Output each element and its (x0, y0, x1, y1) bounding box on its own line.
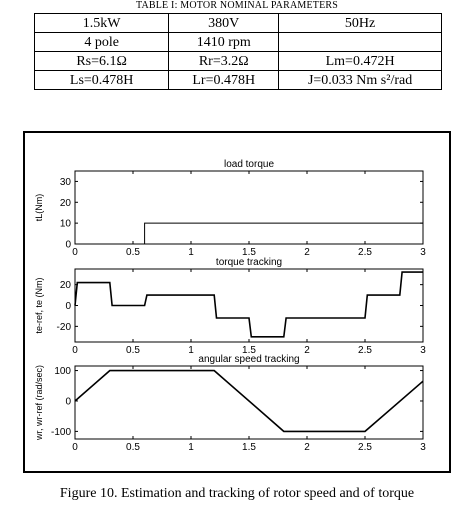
table-cell: Rr=3.2Ω (168, 51, 280, 71)
series-line (75, 222, 423, 245)
y-tick-label: 100 (54, 366, 71, 377)
series-line (74, 271, 423, 338)
plot-title: angular speed tracking (198, 354, 299, 365)
x-tick-label: 0.5 (126, 442, 140, 453)
x-tick-label: 2 (304, 247, 310, 258)
x-tick-label: 2 (304, 345, 310, 356)
y-axis-label: wr, wr-ref (rad/sec) (34, 365, 44, 441)
table-cell: Lr=0.478H (168, 70, 280, 90)
x-tick-label: 3 (420, 345, 426, 356)
table-row: Rs=6.1Ω Rr=3.2Ω Lm=0.472H (33, 51, 442, 71)
table-cell: 380V (168, 13, 280, 33)
y-tick-label: 20 (60, 280, 72, 291)
table-cell: Lm=0.472H (278, 51, 442, 71)
series-line (74, 369, 424, 433)
y-tick-label: -100 (51, 427, 71, 438)
x-tick-label: 2 (304, 442, 310, 453)
motor-parameters-table: 1.5kW 380V 50Hz 4 pole 1410 rpm Rs=6.1Ω … (33, 13, 442, 90)
plot-axes-box (74, 170, 424, 245)
y-tick-label: 0 (65, 396, 71, 407)
table-row: 1.5kW 380V 50Hz (33, 13, 442, 33)
table-row: Ls=0.478H Lr=0.478H J=0.033 Nm s²/rad (33, 70, 442, 90)
x-tick-label: 2.5 (358, 247, 372, 258)
y-axis-label: te-ref, te (Nm) (34, 277, 44, 333)
table-cell: Ls=0.478H (33, 70, 170, 90)
x-tick-label: 0 (72, 345, 78, 356)
x-tick-label: 1 (188, 345, 194, 356)
table-cell: J=0.033 Nm s²/rad (278, 70, 442, 90)
y-tick-label: -20 (57, 322, 72, 333)
y-tick-label: 10 (60, 219, 72, 230)
table-cell: 1.5kW (33, 13, 170, 33)
table-cell: 1410 rpm (168, 32, 280, 52)
x-tick-label: 0.5 (126, 247, 140, 258)
table-cell (278, 32, 442, 52)
x-tick-label: 0 (72, 247, 78, 258)
x-tick-label: 3 (420, 442, 426, 453)
y-axis-label: tL(Nm) (34, 194, 44, 222)
y-tick-label: 0 (65, 240, 71, 251)
x-tick-label: 2.5 (358, 442, 372, 453)
x-tick-label: 1 (188, 247, 194, 258)
table-caption: TABLE I: MOTOR NOMINAL PARAMETERS (135, 0, 339, 11)
x-tick-label: 0 (72, 442, 78, 453)
table-cell: 4 pole (33, 32, 170, 52)
y-tick-label: 30 (60, 177, 72, 188)
table-row: 4 pole 1410 rpm (33, 32, 442, 52)
x-tick-label: 1.5 (242, 247, 256, 258)
x-tick-label: 1 (188, 442, 194, 453)
table-cell: 50Hz (278, 13, 442, 33)
x-tick-label: 3 (420, 247, 426, 258)
figure-caption: Figure 10. Estimation and tracking of ro… (59, 486, 415, 501)
plot-title: torque tracking (216, 257, 282, 268)
x-tick-label: 1.5 (242, 345, 256, 356)
plot-axes-box (74, 365, 424, 440)
y-tick-label: 0 (65, 301, 71, 312)
table-cell: Rs=6.1Ω (33, 51, 170, 71)
plot-title: load torque (224, 159, 274, 170)
x-tick-label: 0.5 (126, 345, 140, 356)
x-tick-label: 1.5 (242, 442, 256, 453)
y-tick-label: 20 (60, 198, 72, 209)
x-tick-label: 2.5 (358, 345, 372, 356)
